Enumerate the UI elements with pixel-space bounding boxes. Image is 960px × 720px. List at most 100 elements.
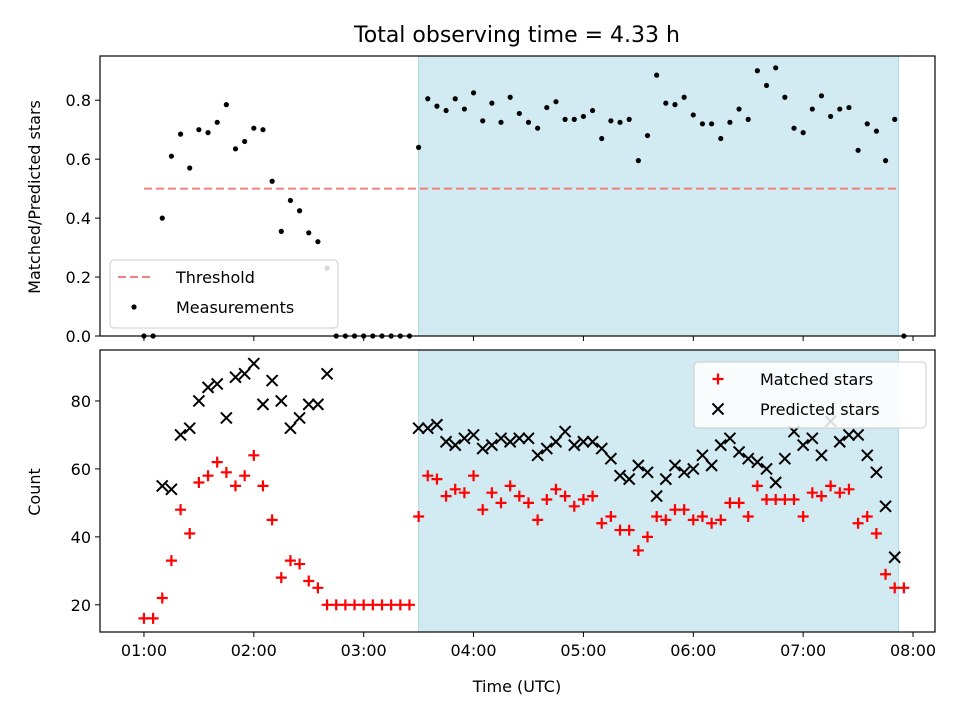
data-point	[751, 455, 764, 469]
data-point	[187, 165, 193, 171]
data-point	[880, 568, 892, 580]
data-point	[311, 398, 325, 411]
data-point	[495, 497, 507, 509]
data-point	[294, 558, 306, 570]
data-point	[214, 119, 220, 125]
data-point	[449, 483, 461, 495]
data-point	[769, 476, 782, 489]
data-point	[754, 68, 760, 74]
data-point	[632, 459, 645, 472]
data-point	[580, 113, 587, 120]
data-point	[834, 487, 846, 499]
data-point	[238, 367, 251, 380]
data-point	[861, 449, 874, 462]
data-point	[706, 517, 718, 529]
data-point	[796, 438, 810, 452]
data-point	[687, 514, 699, 526]
data-point	[879, 500, 892, 513]
data-point	[421, 421, 434, 435]
data-point	[782, 94, 788, 100]
x-tick-label: 06:00	[670, 641, 716, 660]
data-point	[485, 438, 499, 452]
series-0	[141, 65, 907, 339]
data-point	[855, 147, 861, 153]
data-point	[412, 421, 425, 435]
data-point	[513, 432, 526, 445]
data-point	[156, 592, 168, 604]
data-point	[458, 487, 470, 499]
data-point	[165, 555, 177, 567]
data-point	[202, 470, 214, 482]
data-point	[165, 483, 178, 496]
data-point	[659, 472, 673, 486]
plot-frame	[99, 349, 936, 633]
data-point	[522, 432, 535, 445]
data-point	[632, 544, 644, 556]
data-point	[577, 493, 589, 505]
data-point	[882, 158, 889, 164]
data-point	[256, 398, 270, 411]
data-point	[742, 452, 755, 465]
data-point	[806, 432, 819, 445]
data-point	[175, 504, 187, 516]
legend-label: Predicted stars	[760, 400, 880, 419]
data-point	[861, 510, 873, 522]
data-point	[303, 575, 315, 587]
data-point	[815, 490, 827, 502]
y-tick-label: 0.4	[66, 209, 91, 228]
data-point	[184, 527, 196, 539]
legend-box	[693, 361, 927, 429]
legend-marker	[711, 402, 725, 416]
data-point	[287, 197, 294, 204]
data-point	[320, 367, 334, 380]
data-point	[535, 125, 541, 131]
data-point	[516, 110, 522, 117]
data-point	[449, 438, 462, 452]
data-point	[596, 517, 608, 529]
data-point	[403, 599, 415, 611]
data-point	[242, 138, 248, 145]
data-point	[568, 500, 580, 512]
data-point	[842, 428, 856, 442]
data-point	[559, 490, 571, 502]
data-point	[562, 116, 568, 122]
data-point	[617, 119, 623, 125]
data-point	[672, 102, 678, 108]
data-point	[550, 483, 562, 495]
data-point	[440, 490, 452, 502]
x-tick-label: 05:00	[560, 641, 606, 660]
legend-marker	[712, 373, 724, 385]
data-point	[183, 421, 196, 435]
data-point	[696, 510, 708, 522]
data-point	[846, 104, 852, 111]
data-point	[715, 514, 727, 526]
data-point	[248, 449, 260, 461]
data-point	[605, 510, 617, 522]
data-point	[284, 421, 297, 435]
bottom-y-axis-label: Count	[25, 468, 44, 516]
data-point	[229, 370, 242, 384]
data-point	[220, 466, 232, 478]
data-point	[678, 504, 690, 516]
data-point	[269, 178, 275, 184]
observing-interval-shade	[418, 55, 899, 337]
data-point	[870, 466, 883, 479]
data-point	[549, 435, 563, 448]
data-point	[690, 112, 696, 118]
data-point	[239, 470, 251, 482]
data-point	[635, 158, 641, 164]
y-tick-label: 20	[71, 596, 91, 615]
data-point	[568, 438, 581, 452]
data-point	[644, 132, 651, 139]
data-point	[265, 374, 279, 387]
plot-frame	[99, 55, 936, 337]
legend-marker	[131, 304, 137, 310]
data-point	[571, 116, 577, 122]
data-point	[751, 480, 763, 492]
data-point	[864, 121, 870, 127]
bottom-panel: 20 40 60 80 01:00 02:00 03:00 04:00 05:00 06:00 07…	[71, 349, 936, 660]
data-point	[825, 480, 837, 492]
data-point	[714, 438, 727, 452]
series-0	[138, 449, 910, 624]
data-point	[852, 517, 864, 529]
